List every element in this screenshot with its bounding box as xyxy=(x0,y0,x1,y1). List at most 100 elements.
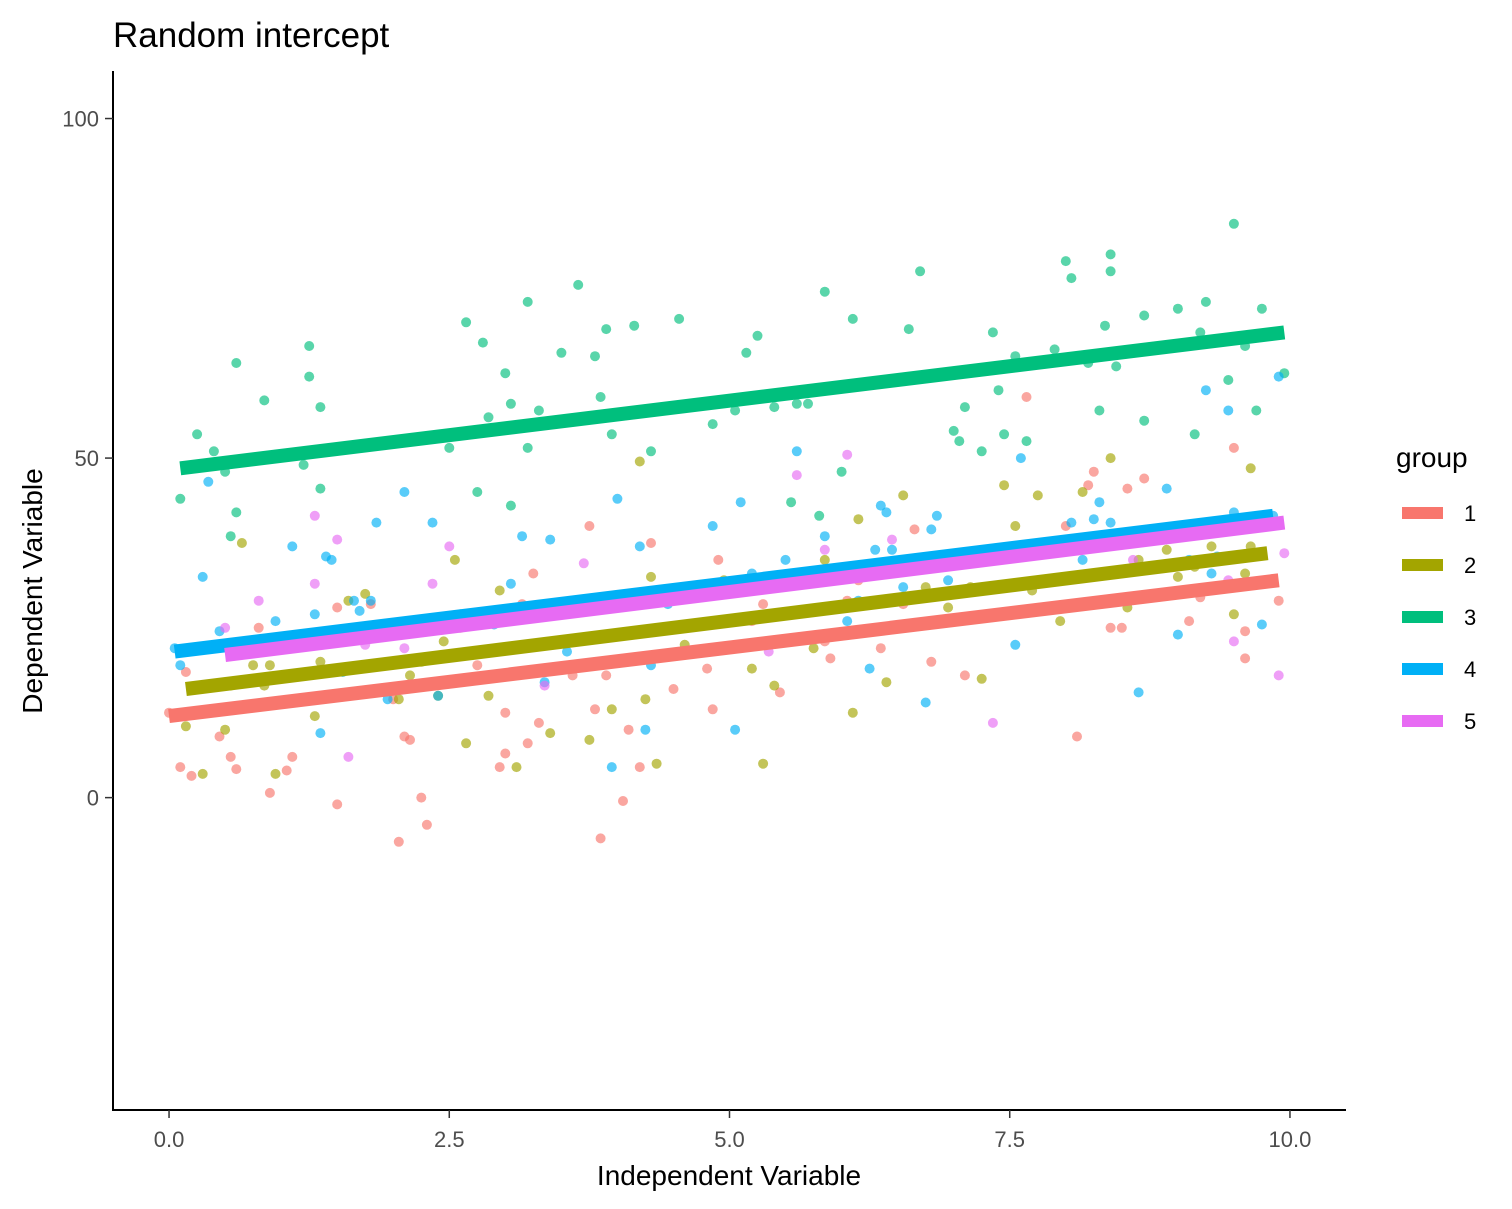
data-point-group-3-67 xyxy=(1139,310,1150,321)
data-point-group-5-1 xyxy=(253,595,264,606)
data-point-group-1-37 xyxy=(634,762,645,773)
data-point-group-1-12 xyxy=(332,602,343,613)
data-point-group-3-57 xyxy=(1049,344,1060,355)
data-point-group-4-70 xyxy=(1273,371,1284,382)
data-point-group-4-56 xyxy=(1088,514,1099,525)
data-point-group-2-26 xyxy=(584,734,595,745)
data-point-group-3-32 xyxy=(646,446,656,457)
data-point-group-1-2 xyxy=(180,667,191,677)
y-axis-title: Dependent Variable xyxy=(17,468,48,713)
data-point-group-3-22 xyxy=(522,296,533,307)
data-point-group-1-59 xyxy=(1088,466,1099,477)
data-point-group-4-19 xyxy=(433,690,444,701)
data-point-group-4-47 xyxy=(898,582,909,593)
data-point-group-1-26 xyxy=(522,738,533,749)
data-point-group-2-23 xyxy=(511,762,522,773)
data-point-group-3-37 xyxy=(752,330,763,341)
data-point-group-4-46 xyxy=(887,544,897,555)
data-point-group-5-0 xyxy=(220,622,231,633)
data-point-group-3-69 xyxy=(1189,429,1200,440)
data-point-group-4-34 xyxy=(730,724,741,735)
data-point-group-3-31 xyxy=(629,320,640,331)
data-point-group-1-34 xyxy=(601,670,612,681)
data-point-group-4-1 xyxy=(175,660,186,671)
data-point-group-4-44 xyxy=(875,500,886,511)
data-point-group-4-68 xyxy=(1256,619,1267,630)
data-point-group-5-19 xyxy=(1128,554,1138,565)
fit-line-group-5 xyxy=(224,515,1286,662)
data-point-group-3-30 xyxy=(606,429,617,440)
data-point-group-2-44 xyxy=(898,490,909,501)
legend: group 1 2 3 4 5 xyxy=(1396,442,1476,734)
data-point-group-3-51 xyxy=(976,446,987,457)
data-point-group-3-20 xyxy=(505,398,516,409)
legend-label-2: 2 xyxy=(1464,553,1476,578)
data-point-group-1-36 xyxy=(623,724,634,735)
data-point-group-1-63 xyxy=(1139,473,1150,484)
data-point-group-3-66 xyxy=(1139,415,1150,426)
data-point-group-2-2 xyxy=(220,724,231,735)
data-point-group-4-17 xyxy=(399,487,410,497)
data-point-group-3-24 xyxy=(533,405,544,416)
data-point-group-5-8 xyxy=(427,578,438,589)
data-point-group-1-68 xyxy=(1240,626,1251,637)
data-point-group-1-44 xyxy=(758,599,769,610)
data-point-group-4-35 xyxy=(735,497,746,508)
data-point-group-5-22 xyxy=(1273,670,1284,681)
data-point-group-3-6 xyxy=(231,507,242,518)
x-tick-label-0: 0.0 xyxy=(154,1127,185,1152)
data-point-group-1-32 xyxy=(590,704,600,715)
data-point-group-3-73 xyxy=(1228,218,1239,229)
data-point-group-4-57 xyxy=(1094,497,1105,508)
data-point-group-1-1 xyxy=(175,762,186,773)
data-point-group-2-22 xyxy=(494,585,505,596)
data-point-group-2-12 xyxy=(360,588,371,599)
data-point-group-3-40 xyxy=(791,398,802,409)
x-axis-ticks: 0.0 2.5 5.0 7.5 10.0 xyxy=(154,1110,1311,1152)
data-point-group-1-4 xyxy=(214,731,225,742)
data-point-group-1-15 xyxy=(393,836,404,847)
data-point-group-4-61 xyxy=(1172,629,1183,640)
data-point-group-1-47 xyxy=(825,653,836,664)
data-point-group-3-61 xyxy=(1094,405,1105,416)
data-point-group-3-34 xyxy=(707,419,718,430)
x-tick-label-2: 5.0 xyxy=(714,1127,745,1152)
data-point-group-3-54 xyxy=(999,429,1010,440)
data-point-group-1-61 xyxy=(1116,622,1127,633)
data-point-group-3-65 xyxy=(1111,361,1122,372)
data-point-group-5-17 xyxy=(887,534,897,545)
data-point-group-2-4 xyxy=(236,538,247,548)
data-point-group-1-23 xyxy=(500,748,511,759)
data-point-group-2-17 xyxy=(438,636,449,647)
data-point-group-1-67 xyxy=(1228,442,1239,453)
legend-label-1: 1 xyxy=(1464,501,1476,526)
data-point-group-3-50 xyxy=(959,402,970,413)
data-point-group-3-42 xyxy=(814,510,825,521)
fit-line-group-4 xyxy=(173,508,1274,659)
data-point-group-3-27 xyxy=(590,351,600,362)
data-point-group-2-38 xyxy=(769,680,780,691)
data-point-group-2-36 xyxy=(746,663,757,674)
data-point-group-1-41 xyxy=(707,704,718,715)
data-point-group-2-32 xyxy=(651,758,662,769)
data-point-group-3-49 xyxy=(954,436,965,447)
data-point-group-2-8 xyxy=(270,768,281,779)
data-point-group-2-25 xyxy=(545,728,556,739)
data-point-group-3-16 xyxy=(472,487,483,497)
data-point-group-4-10 xyxy=(326,554,337,565)
data-point-group-1-39 xyxy=(668,684,679,694)
data-point-group-2-39 xyxy=(808,643,819,654)
data-point-group-3-38 xyxy=(769,402,780,413)
data-point-group-4-59 xyxy=(1133,687,1144,698)
data-point-group-3-21 xyxy=(505,500,516,511)
data-point-group-3-68 xyxy=(1172,303,1183,314)
data-point-group-3-71 xyxy=(1200,296,1211,307)
data-point-group-4-50 xyxy=(931,510,942,521)
data-point-group-1-10 xyxy=(287,751,298,762)
data-point-group-2-41 xyxy=(847,707,858,718)
data-point-group-4-25 xyxy=(545,534,556,545)
data-point-group-2-30 xyxy=(640,694,651,705)
data-point-group-4-51 xyxy=(943,575,954,586)
data-point-group-4-27 xyxy=(606,762,617,773)
data-point-group-3-43 xyxy=(819,286,830,297)
